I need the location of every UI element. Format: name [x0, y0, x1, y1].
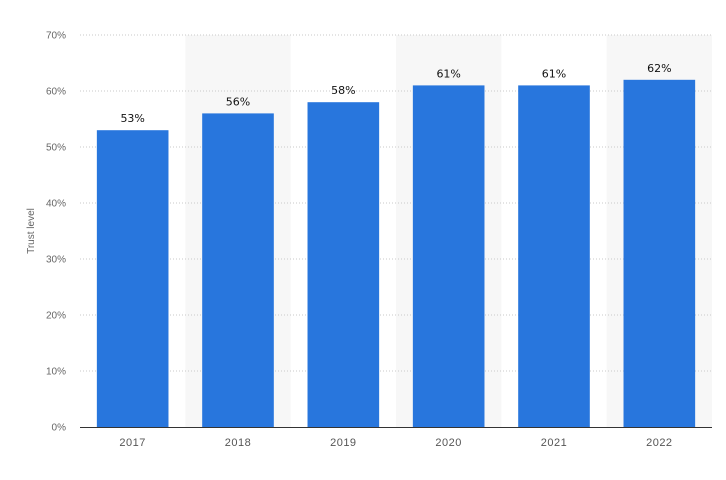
data-label: 61%	[436, 67, 460, 80]
bars	[96, 79, 696, 428]
y-axis-title: Trust level	[26, 208, 37, 254]
bar-2021	[518, 85, 590, 428]
y-axis-ticks: 0% 10% 20% 30% 40% 50% 60% 70%	[46, 31, 66, 434]
x-tick-label: 2022	[646, 437, 672, 449]
y-tick-label: 0%	[52, 423, 67, 434]
data-label: 58%	[331, 84, 355, 97]
y-tick-label: 10%	[46, 367, 66, 378]
x-tick-label: 2017	[119, 437, 145, 449]
data-label: 61%	[542, 67, 566, 80]
data-label: 62%	[647, 62, 671, 75]
y-tick-label: 60%	[46, 87, 66, 98]
x-tick-label: 2019	[330, 437, 356, 449]
data-label: 53%	[120, 112, 144, 125]
bar-2020	[412, 85, 485, 428]
y-tick-label: 40%	[46, 199, 66, 210]
y-tick-label: 50%	[46, 143, 66, 154]
y-tick-label: 30%	[46, 255, 66, 266]
bar-2022	[623, 79, 696, 428]
gridlines	[80, 34, 712, 372]
bar-2019	[307, 102, 380, 427]
y-tick-label: 70%	[46, 31, 66, 42]
data-labels: 53% 56% 58% 61% 61% 62%	[120, 62, 671, 125]
bar-2018	[202, 113, 274, 428]
x-tick-label: 2020	[435, 437, 461, 449]
x-tick-label: 2021	[541, 437, 567, 449]
y-tick-label: 20%	[46, 311, 66, 322]
data-label: 56%	[226, 95, 250, 108]
bar-2017	[96, 130, 169, 427]
x-axis-ticks: 2017 2018 2019 2020 2021 2022	[119, 437, 672, 449]
x-tick-label: 2018	[225, 437, 251, 449]
